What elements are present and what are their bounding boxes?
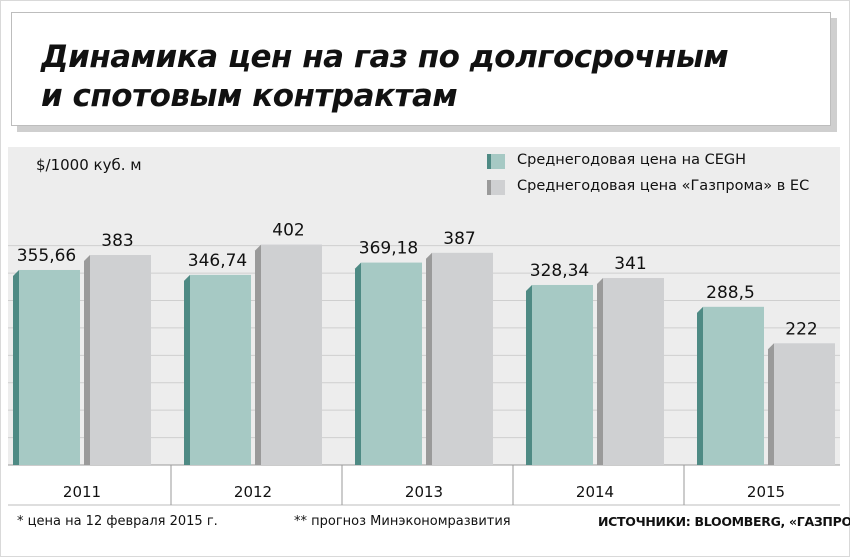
data-label: 387 <box>443 229 475 249</box>
bar <box>703 306 764 465</box>
bar <box>19 269 80 465</box>
x-tick-label: 2015 <box>747 483 785 501</box>
bar-side <box>184 274 190 465</box>
bar <box>190 274 251 465</box>
bar-side <box>768 343 774 465</box>
title-box: Динамика цен на газ по долгосрочным и сп… <box>11 12 831 126</box>
data-label: 288,5 <box>706 283 755 303</box>
data-label: 383 <box>101 231 133 251</box>
data-label: 355,66 <box>17 246 76 266</box>
x-tick-label: 2013 <box>405 483 443 501</box>
data-label: 328,34 <box>530 261 589 281</box>
footnote-forecast: ** прогноз Минэкономразвития <box>294 514 511 529</box>
bar-side <box>13 269 19 465</box>
bar-side <box>84 255 90 465</box>
bar <box>603 278 664 465</box>
legend-label-gazprom: Среднегодовая цена «Газпрома» в ЕС <box>517 178 810 194</box>
chart-title-line-2: и спотовым контрактам <box>41 78 458 114</box>
unit-label: $/1000 куб. м <box>36 156 142 174</box>
chart-title-line-1: Динамика цен на газ по долгосрочным <box>41 39 729 75</box>
bar <box>774 343 835 465</box>
bar <box>361 262 422 465</box>
source-note: ИСТОЧНИКИ: BLOOMBERG, «ГАЗПРОМ» <box>598 514 850 529</box>
bar <box>532 284 593 465</box>
x-axis-area <box>8 465 840 505</box>
footnote-price-date: * цена на 12 февраля 2015 г. <box>17 514 218 529</box>
x-tick-label: 2011 <box>63 483 101 501</box>
bar <box>432 252 493 465</box>
data-label: 222 <box>785 319 817 339</box>
data-label: 369,18 <box>359 239 418 259</box>
x-tick-label: 2014 <box>576 483 614 501</box>
data-label: 402 <box>272 221 304 241</box>
data-label: 341 <box>614 254 646 274</box>
bar-side <box>597 278 603 465</box>
bar-side <box>697 306 703 465</box>
legend-swatch-gazprom <box>487 180 505 195</box>
bar-side <box>255 244 261 465</box>
legend-swatch-cegh <box>487 154 505 169</box>
bar-side <box>526 284 532 465</box>
bar-side <box>355 262 361 465</box>
bar <box>261 244 322 465</box>
data-label: 346,74 <box>188 251 247 271</box>
bar-side <box>426 252 432 465</box>
x-tick-label: 2012 <box>234 483 272 501</box>
legend-label-cegh: Среднегодовая цена на CEGH <box>517 152 746 168</box>
bar <box>90 255 151 465</box>
